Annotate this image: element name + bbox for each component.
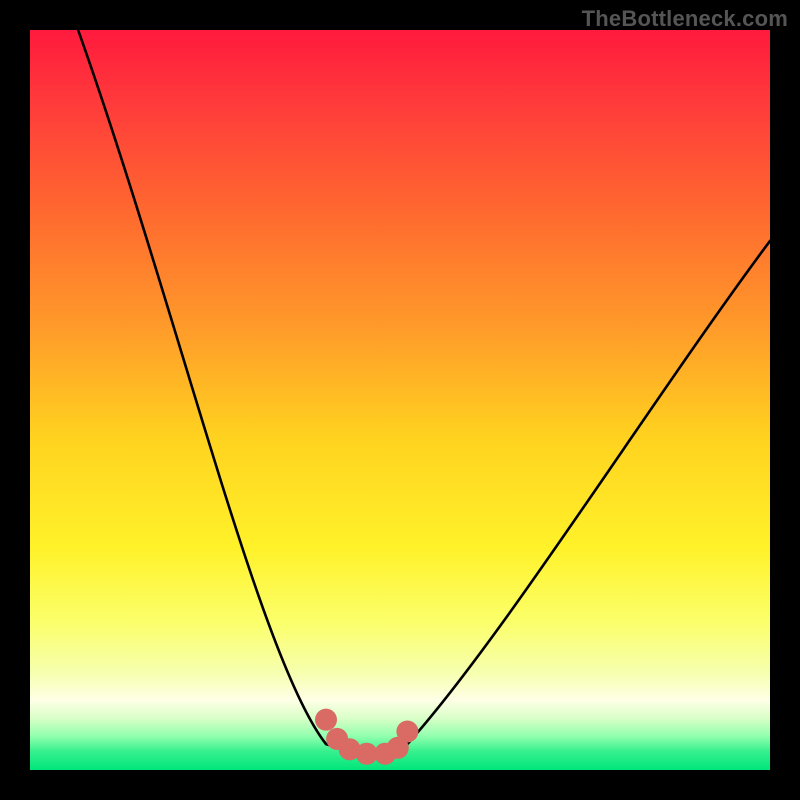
chart-frame: TheBottleneck.com: [0, 0, 800, 800]
bottleneck-chart: [0, 0, 800, 800]
trough-marker: [396, 721, 418, 743]
gradient-plot-area: [30, 30, 770, 770]
watermark-text: TheBottleneck.com: [582, 6, 788, 32]
trough-marker: [315, 709, 337, 731]
